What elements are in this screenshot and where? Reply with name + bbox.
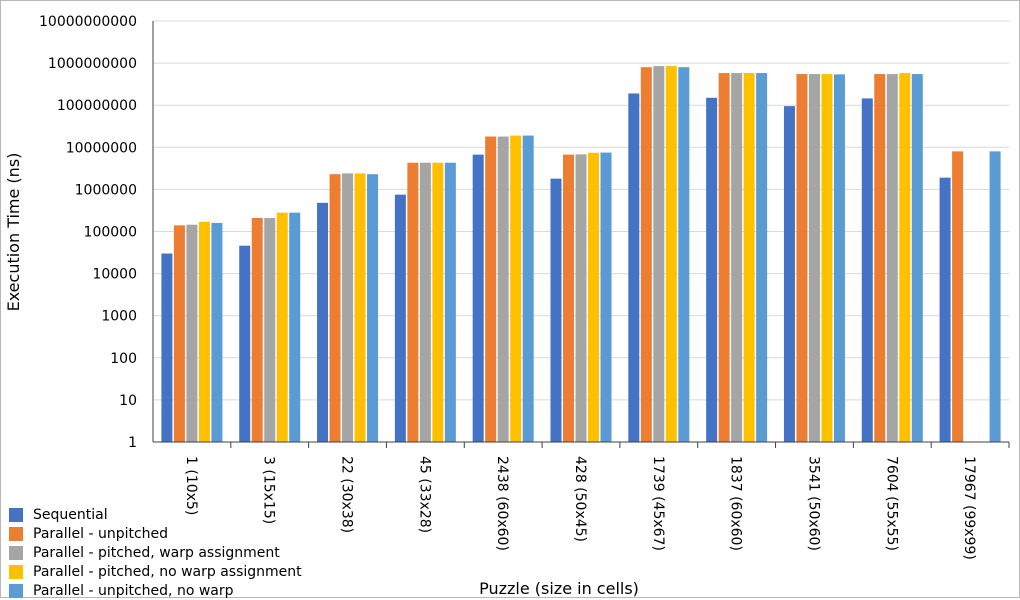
bar (861, 98, 873, 443)
x-tick-label: 7604 (55x55) (883, 456, 899, 551)
bar (874, 74, 886, 442)
bar (289, 212, 301, 442)
bar (640, 67, 652, 443)
legend-label: Parallel - unpitched, no warp (33, 582, 234, 599)
bar (367, 174, 379, 442)
bar (821, 74, 833, 442)
bar (911, 74, 923, 442)
bar (575, 154, 587, 442)
bar (833, 74, 845, 443)
axes (152, 21, 1010, 448)
bar (407, 162, 419, 443)
bar (394, 194, 406, 442)
bar (173, 225, 185, 442)
y-tick-label: 1000000 (75, 182, 137, 198)
legend-item: Parallel - pitched, warp assignment (9, 543, 302, 562)
x-tick-label: 1837 (60x60) (728, 456, 744, 551)
bar (342, 173, 354, 442)
bar (563, 154, 574, 442)
bar (706, 97, 718, 442)
bar (783, 106, 795, 443)
bar (485, 136, 497, 442)
bar (419, 162, 431, 443)
x-tick-label: 428 (50x45) (572, 456, 588, 542)
legend-item: Parallel - pitched, no warp assignment (9, 562, 302, 581)
bar (472, 154, 484, 442)
bar (665, 66, 677, 442)
bars (161, 66, 1001, 443)
bar (522, 135, 534, 443)
bar (899, 73, 911, 442)
y-tick-label: 100000 (84, 225, 137, 241)
bar (756, 73, 768, 442)
x-tick-label: 3 (15x15) (261, 456, 277, 524)
legend-swatch (9, 507, 23, 522)
legend: Sequential Parallel - unpitched Parallel -… (9, 505, 302, 600)
bar (239, 245, 251, 442)
bar (186, 224, 198, 442)
x-tick-label: 17967 (99x99) (961, 456, 977, 560)
legend-swatch (9, 526, 23, 541)
y-axis-title: Execution Time (ns) (4, 153, 23, 312)
y-tick-label: 10000000000 (39, 14, 137, 30)
bar (276, 212, 288, 442)
legend-label: Parallel - unpitched (33, 525, 169, 542)
x-tick-label: 1 (10x5) (183, 456, 199, 515)
legend-swatch (9, 564, 23, 579)
y-tick-label: 1000000000 (48, 56, 137, 72)
bar (354, 173, 366, 442)
legend-item: Parallel - unpitched (9, 524, 302, 543)
bar (952, 151, 964, 442)
bar (251, 217, 263, 442)
y-tick-label: 10000 (92, 267, 137, 283)
bar (678, 67, 690, 443)
legend-swatch (9, 583, 23, 598)
bar (718, 73, 730, 442)
bar (588, 152, 599, 442)
x-tick-label: 2438 (60x60) (494, 456, 510, 551)
y-tick-labels: 1 10 100 1000 10000 100000 1000000 10000000 1000… (39, 14, 137, 451)
bar (211, 222, 223, 442)
bar (796, 74, 808, 442)
x-tick-label: 45 (33x28) (416, 456, 432, 533)
y-tick-label: 10000000 (66, 140, 137, 156)
bar (444, 162, 456, 443)
bar (600, 152, 612, 442)
bar (198, 221, 210, 442)
bar (497, 136, 509, 442)
y-tick-label: 10 (119, 393, 137, 409)
bar (161, 253, 173, 442)
y-tick-label: 1000 (101, 309, 137, 325)
bar (731, 73, 743, 442)
bar (329, 174, 341, 442)
x-tick-labels: 1 (10x5) 3 (15x15) 22 (30x38) 45 (33x28) 243… (183, 456, 977, 560)
bar (743, 73, 755, 442)
legend-item: Parallel - unpitched, no warp (9, 581, 302, 600)
x-axis-title: Puzzle (size in cells) (479, 579, 639, 597)
bar (510, 135, 522, 443)
bar (317, 202, 329, 442)
bar (628, 93, 640, 442)
legend-item: Sequential (9, 505, 302, 524)
legend-label: Sequential (33, 506, 108, 523)
bar (550, 178, 562, 443)
bar (808, 74, 820, 442)
legend-label: Parallel - pitched, warp assignment (33, 544, 280, 561)
bar (989, 151, 1001, 442)
y-tick-label: 1 (128, 435, 137, 451)
x-tick-label: 3541 (50x60) (805, 456, 821, 551)
bar (886, 74, 898, 442)
y-tick-label: 100000000 (57, 98, 137, 114)
y-tick-label: 100 (110, 351, 137, 367)
legend-swatch (9, 545, 23, 560)
bar (939, 177, 951, 442)
x-tick-label: 1739 (45x67) (650, 456, 666, 551)
legend-label: Parallel - pitched, no warp assignment (33, 563, 302, 580)
bar (653, 66, 665, 442)
bar (264, 217, 276, 442)
bar (432, 162, 444, 443)
x-tick-label: 22 (30x38) (339, 456, 355, 533)
